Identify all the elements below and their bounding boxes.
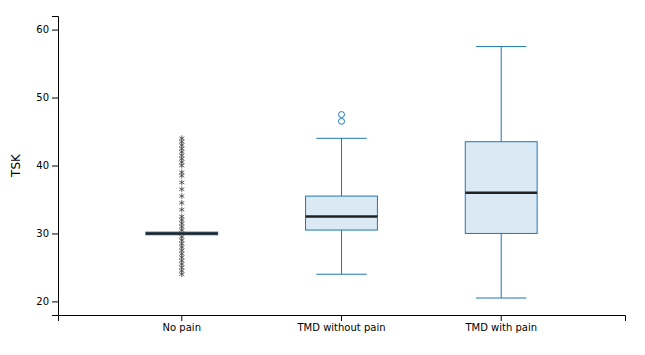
outlier-asterisk [179,200,184,206]
median [465,191,537,194]
outlier-asterisk [179,207,184,213]
plot-area [146,47,537,298]
chart-svg: 20 30 40 50 60 No pain TMD without pain TMD wit… [0,0,645,355]
y-tick-mark [52,98,58,99]
chart-container: 20 30 40 50 60 No pain TMD without pain TMD wit… [0,0,645,355]
y-tick: 60 [36,24,58,35]
outlier-circle [339,118,345,124]
outlier-asterisk [179,163,184,169]
y-axis-title: TSK [9,153,23,178]
whisker-cap [476,298,526,299]
x-tick-mark [501,315,502,321]
x-tick-mark [341,315,342,321]
whisker [501,47,502,142]
y-tick: 20 [36,296,58,307]
y-tick: 30 [36,228,58,239]
y-tick-label: 30 [36,228,49,239]
whisker [501,233,502,298]
y-tick-label: 20 [36,296,49,307]
box [306,196,378,230]
x-tick-label: No pain [163,322,201,333]
y-axis: 20 30 40 50 60 [36,17,58,316]
y-tick-label: 60 [36,24,49,35]
box-group [306,112,378,275]
x-tick-mark [181,315,182,321]
outlier-asterisk [179,180,184,186]
x-tick: TMD with pain [464,315,537,333]
y-tick-mark [52,233,58,234]
outlier-asterisk [179,271,184,277]
whisker-cap [476,46,526,47]
outlier-circle [339,112,345,118]
outlier-asterisk [179,227,184,233]
box-group [146,135,218,277]
y-tick-label: 50 [36,92,49,103]
x-tick: No pain [163,315,201,333]
x-tick: TMD without pain [297,315,386,333]
box-group [465,47,537,298]
y-tick-mark [52,301,58,302]
x-axis: No pain TMD without pain TMD with pain [59,315,626,333]
whisker-cap [316,274,366,275]
y-tick-mark [52,166,58,167]
outlier-asterisk [179,173,184,179]
box [465,142,537,234]
y-tick-label: 40 [36,160,49,171]
whisker-cap [316,138,366,139]
y-tick-mark [52,30,58,31]
outlier-asterisk [179,186,184,192]
y-axis-line [52,17,59,316]
x-tick-label: TMD without pain [297,322,386,333]
x-axis-line [59,316,626,322]
outlier-asterisk [179,193,184,199]
y-tick: 50 [36,92,58,103]
whisker [341,230,342,274]
x-tick-label: TMD with pain [464,322,537,333]
median [306,215,378,218]
whisker [341,138,342,196]
y-tick: 40 [36,160,58,171]
